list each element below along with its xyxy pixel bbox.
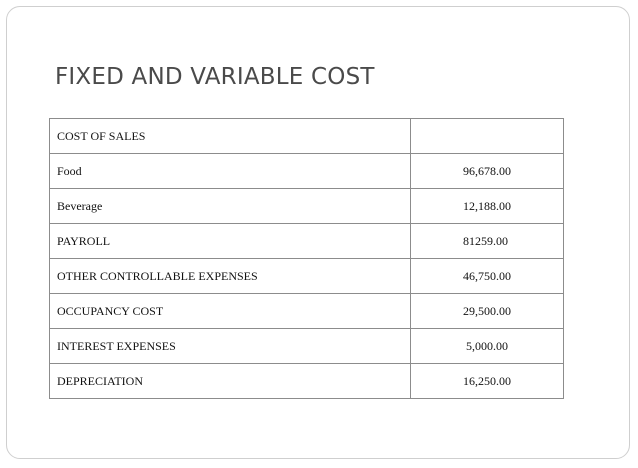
row-value: 96,678.00 <box>410 153 564 189</box>
table-row: Food 96,678.00 <box>48 153 564 189</box>
row-value: 29,500.00 <box>410 293 564 329</box>
slide: FIXED AND VARIABLE COST COST OF SALES Fo… <box>6 6 630 459</box>
row-label: Food <box>48 153 412 189</box>
row-label: COST OF SALES <box>48 118 412 154</box>
cost-table: COST OF SALES Food 96,678.00 Beverage 12… <box>48 118 564 399</box>
row-label: DEPRECIATION <box>48 363 412 399</box>
slide-title: FIXED AND VARIABLE COST <box>55 64 375 90</box>
row-label: Beverage <box>48 188 412 224</box>
row-value: 12,188.00 <box>410 188 564 224</box>
table-row: DEPRECIATION 16,250.00 <box>48 363 564 399</box>
row-value: 5,000.00 <box>410 328 564 364</box>
table-row: OTHER CONTROLLABLE EXPENSES 46,750.00 <box>48 258 564 294</box>
row-value: 46,750.00 <box>410 258 564 294</box>
row-label: PAYROLL <box>48 223 412 259</box>
row-label: OCCUPANCY COST <box>48 293 412 329</box>
table-row: INTEREST EXPENSES 5,000.00 <box>48 328 564 364</box>
table-row: OCCUPANCY COST 29,500.00 <box>48 293 564 329</box>
table-row: COST OF SALES <box>48 118 564 154</box>
table-row: PAYROLL 81259.00 <box>48 223 564 259</box>
row-value: 16,250.00 <box>410 363 564 399</box>
row-label: INTEREST EXPENSES <box>48 328 412 364</box>
row-value: 81259.00 <box>410 223 564 259</box>
row-value <box>410 118 564 154</box>
row-label: OTHER CONTROLLABLE EXPENSES <box>48 258 412 294</box>
table-row: Beverage 12,188.00 <box>48 188 564 224</box>
